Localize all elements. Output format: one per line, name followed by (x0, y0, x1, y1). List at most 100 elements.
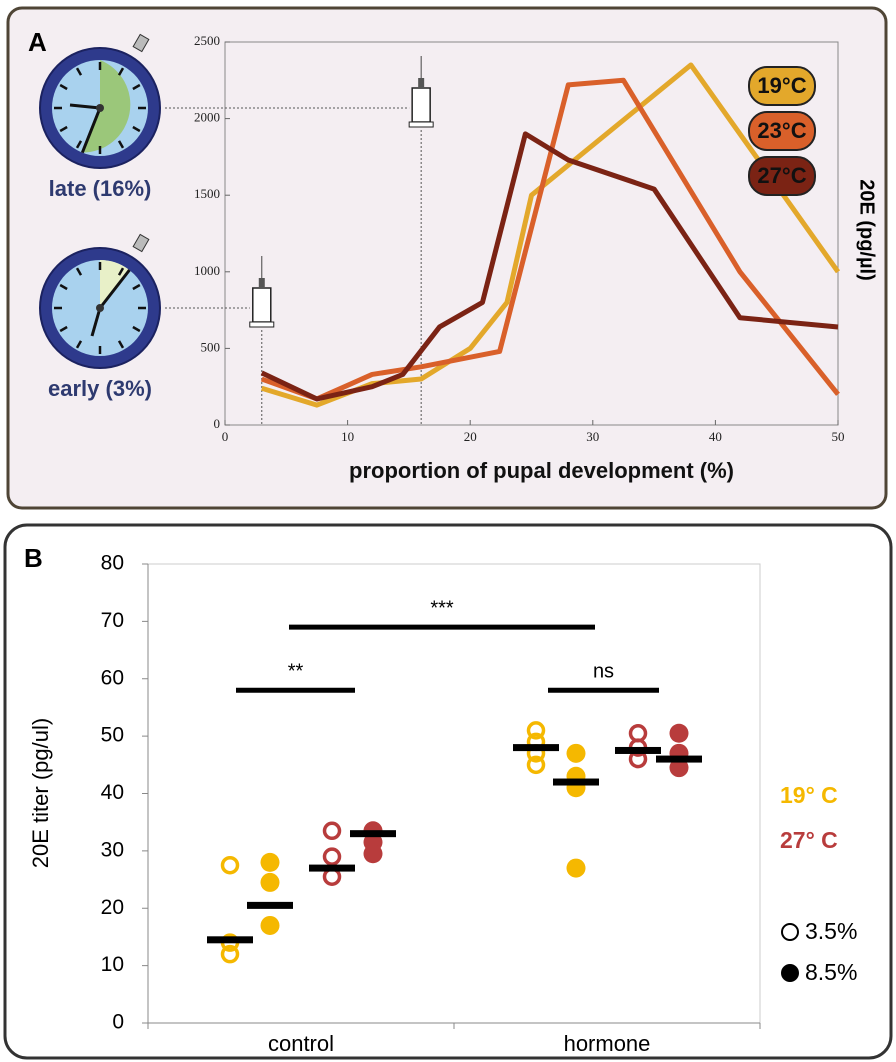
y-tick-label: 20 (101, 896, 124, 919)
mean-bar (513, 744, 559, 752)
syringe-plunger (258, 278, 265, 288)
clock-tick (75, 267, 83, 276)
data-point (260, 852, 280, 872)
clock-tick (117, 267, 125, 276)
data-point (526, 755, 546, 775)
data-point (260, 915, 280, 935)
significance-label: *** (430, 597, 454, 619)
legend-badge (748, 66, 816, 106)
clock-wedge (82, 60, 131, 153)
clock-hand (98, 269, 131, 309)
data-point (669, 723, 689, 743)
y-axis-label: 20E (pg/µl) (856, 179, 878, 281)
clock-hand-short (69, 103, 101, 110)
x-tick-label: 40 (709, 429, 722, 444)
legend-label: 19° C (780, 782, 838, 808)
plot-area (224, 41, 839, 426)
clock-label: early (3%) (48, 376, 152, 401)
panel-label: A (28, 27, 47, 57)
y-tick-label: 60 (101, 666, 124, 689)
data-point (566, 858, 586, 878)
panel-label: B (24, 543, 43, 573)
panel-b-frame (3, 523, 893, 1060)
y-tick-label: 1000 (194, 263, 220, 278)
mean-bar (656, 755, 702, 763)
y-tick-label: 500 (201, 339, 221, 354)
x-tick-label: hormone (564, 1031, 651, 1056)
legend-marker (781, 923, 799, 941)
series-line (260, 131, 839, 402)
x-tick-label: 20 (464, 429, 477, 444)
syringe-grip (408, 121, 434, 128)
y-tick-label: 0 (214, 416, 221, 431)
x-tick-label: 50 (832, 429, 845, 444)
mean-bar (247, 901, 293, 909)
x-axis-label: proportion of pupal development (%) (349, 458, 734, 483)
x-tick-label: 10 (341, 429, 354, 444)
clock-tick (75, 340, 83, 349)
y-tick-label: 30 (101, 838, 124, 861)
legend-label: 23°C (757, 118, 806, 143)
data-point (669, 758, 689, 778)
clock-tick (117, 140, 125, 149)
y-tick-label: 50 (101, 724, 124, 747)
legend-badge (748, 156, 816, 196)
y-tick-label: 80 (101, 552, 124, 575)
data-point (363, 844, 383, 864)
mean-bar (309, 864, 355, 872)
clock-label: late (16%) (49, 176, 152, 201)
panel-a-frame (6, 6, 888, 510)
clock-tick (59, 125, 68, 133)
y-tick-label: 40 (101, 781, 124, 804)
clock-tick (75, 140, 83, 149)
legend-marker (781, 964, 799, 982)
syringe-body (411, 87, 431, 123)
clock-tick (59, 283, 68, 291)
clock-tick (75, 67, 83, 76)
clock-hand (80, 107, 102, 154)
legend-label: 27° C (780, 827, 838, 853)
mean-bar (350, 830, 396, 838)
clock-crown (132, 233, 150, 253)
clock-tick (132, 325, 141, 333)
y-axis-label: 20E titer (pg/ul) (28, 718, 53, 868)
legend-label: 19°C (757, 73, 806, 98)
legend-label: 3.5% (805, 918, 857, 944)
syringe-plunger (418, 78, 425, 88)
clock-tick (132, 83, 141, 91)
clock-crown (132, 33, 150, 53)
clock-tick (59, 83, 68, 91)
mean-bar (207, 936, 253, 944)
legend-label: 8.5% (805, 959, 857, 985)
x-tick-label: control (268, 1031, 334, 1056)
clock-tick (59, 325, 68, 333)
y-tick-label: 10 (101, 953, 124, 976)
y-tick-label: 1500 (194, 186, 220, 201)
data-point (322, 847, 342, 866)
clock-hand-short (90, 307, 102, 337)
clock-tick (117, 67, 125, 76)
legend-label: 27°C (757, 163, 806, 188)
clock-pin (96, 104, 104, 112)
y-tick-label: 2000 (194, 110, 220, 125)
clock-tick (132, 283, 141, 291)
data-point (220, 944, 240, 964)
data-point (260, 872, 280, 892)
data-point (566, 743, 586, 763)
syringe-body (252, 287, 272, 323)
y-tick-label: 2500 (194, 33, 220, 48)
significance-label: ** (288, 661, 304, 683)
mean-bar (615, 746, 661, 754)
y-tick-label: 70 (101, 609, 124, 632)
significance-label: ns (593, 661, 614, 683)
x-tick-label: 30 (586, 429, 599, 444)
clock-tick (117, 340, 125, 349)
x-tick-label: 0 (222, 429, 229, 444)
clock-pin (96, 304, 104, 312)
legend-badge (748, 111, 816, 151)
mean-bar (553, 778, 599, 786)
data-point (526, 721, 546, 740)
syringe-grip (249, 321, 275, 328)
